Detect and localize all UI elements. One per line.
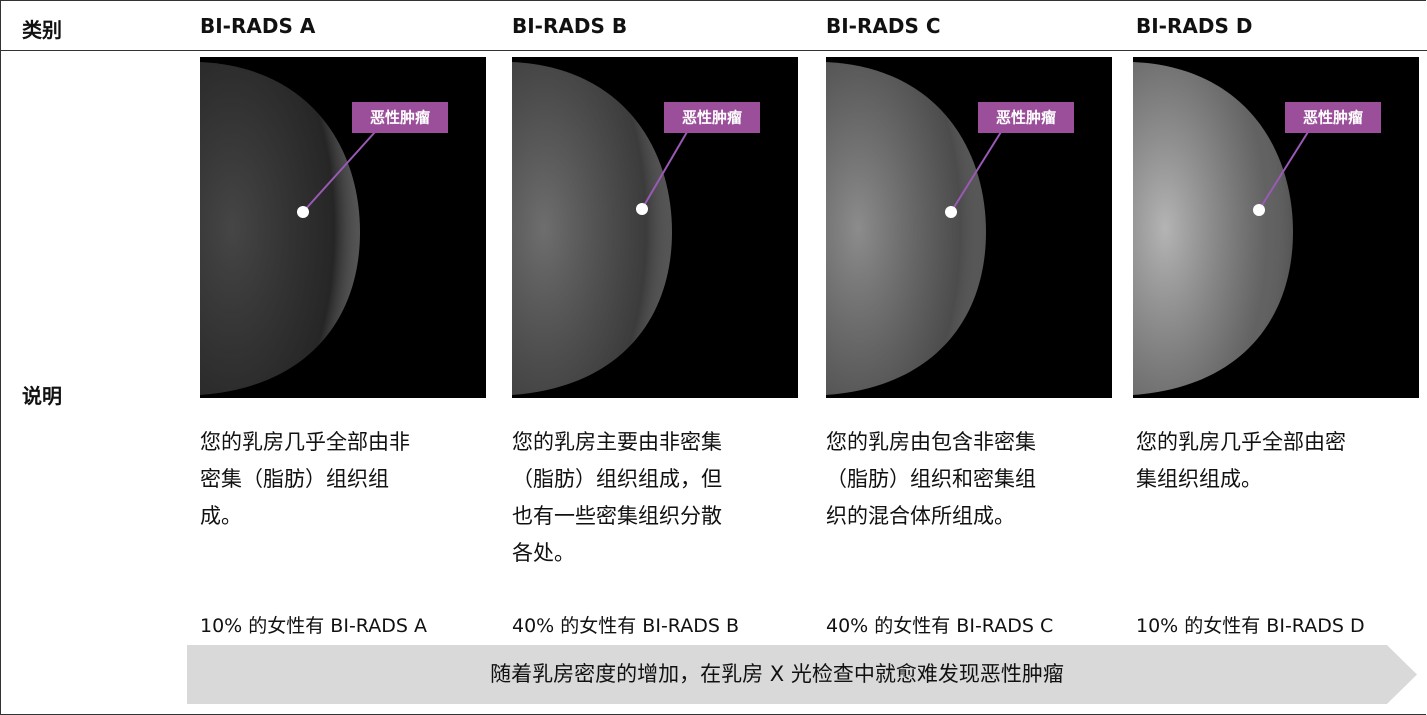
description-line: 您的乳房几乎全部由非 (200, 430, 410, 454)
mammogram: 恶性肿瘤 (200, 57, 486, 398)
description-line: 也有一些密集组织分散 (512, 504, 722, 528)
header-cell: BI-RADS C (826, 14, 941, 38)
description-line: 密集（脂肪）组织组 (200, 467, 389, 491)
description-line: 您的乳房由包含非密集 (826, 430, 1036, 454)
arrow-text: 随着乳房密度的增加，在乳房 X 光检查中就愈难发现恶性肿瘤 (490, 662, 1064, 686)
stat: 40% 的女性有 BI-RADS B (512, 615, 739, 637)
header-divider (0, 50, 1427, 51)
mammogram: 恶性肿瘤 (826, 57, 1112, 398)
description-line: 您的乳房主要由非密集 (512, 430, 722, 454)
stat: 10% 的女性有 BI-RADS A (200, 615, 427, 637)
description-line: 您的乳房几乎全部由密 (1136, 430, 1346, 454)
header-cell: BI-RADS B (512, 14, 628, 38)
stat: 40% 的女性有 BI-RADS C (826, 615, 1054, 637)
image-label: 恶性肿瘤 (996, 109, 1056, 127)
header-cell: BI-RADS A (200, 14, 316, 38)
description-line: 各处。 (512, 541, 575, 565)
mammogram: 恶性肿瘤 (1133, 57, 1419, 398)
image-label: 恶性肿瘤 (1303, 109, 1363, 127)
image-label: 恶性肿瘤 (370, 109, 430, 127)
header-cell: 类别 (22, 18, 62, 42)
arrow-band (187, 645, 1417, 704)
description-line: 成。 (200, 504, 242, 528)
description-line: （脂肪）组织和密集组 (826, 467, 1036, 491)
description: 您的乳房几乎全部由密 集组织组成。 (1136, 424, 1346, 498)
stat: 10% 的女性有 BI-RADS D (1136, 615, 1365, 637)
description-line: 集组织组成。 (1136, 467, 1262, 491)
description: 您的乳房由包含非密集 （脂肪）组织和密集组 织的混合体所组成。 (826, 424, 1036, 535)
image-label: 恶性肿瘤 (682, 109, 742, 127)
description: 您的乳房几乎全部由非 密集（脂肪）组织组 成。 (200, 424, 410, 535)
header-cell: BI-RADS D (1136, 14, 1253, 38)
mammogram: 恶性肿瘤 (512, 57, 798, 398)
description-line: 织的混合体所组成。 (826, 504, 1015, 528)
description: 您的乳房主要由非密集 （脂肪）组织组成，但 也有一些密集组织分散 各处。 (512, 424, 722, 572)
row-label: 说明 (22, 384, 62, 408)
description-line: （脂肪）组织组成，但 (512, 467, 722, 491)
